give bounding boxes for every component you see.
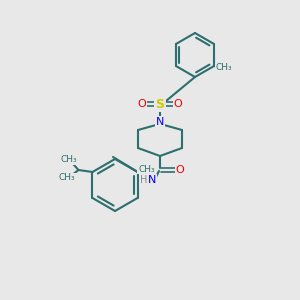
Text: CH₃: CH₃ [138,164,155,173]
Text: H: H [140,175,148,185]
Text: CH₃: CH₃ [60,155,77,164]
Text: O: O [174,99,182,109]
Text: O: O [176,165,184,175]
Text: N: N [156,117,164,127]
Text: CH₃: CH₃ [58,173,75,182]
Text: O: O [138,99,146,109]
Text: CH₃: CH₃ [216,64,232,73]
Text: N: N [148,175,156,185]
Text: S: S [155,98,164,110]
